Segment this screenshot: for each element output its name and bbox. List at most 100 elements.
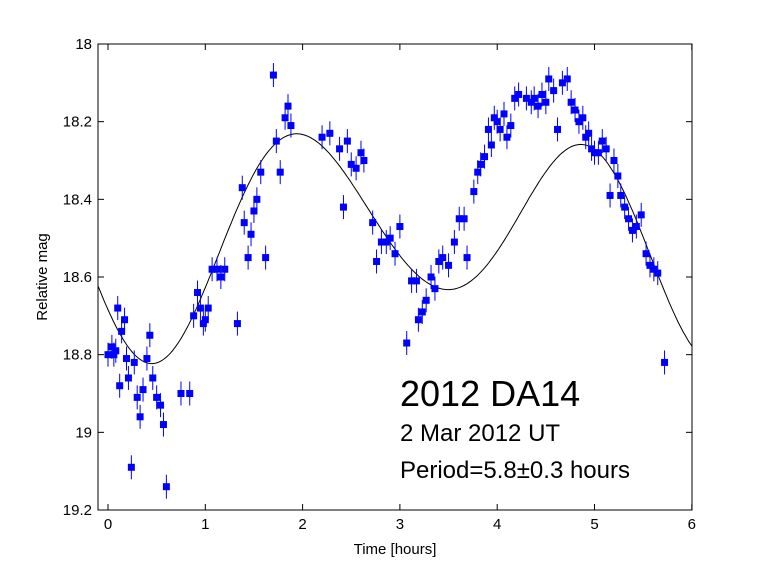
annotation-date: 2 Mar 2012 UT — [400, 420, 561, 447]
data-point — [625, 215, 633, 223]
data-point — [617, 191, 625, 199]
data-point — [139, 386, 147, 394]
data-point — [422, 296, 430, 304]
data-point — [610, 157, 618, 164]
data-point — [114, 304, 122, 312]
data-point — [632, 223, 640, 231]
data-point — [431, 285, 439, 293]
data-point — [213, 265, 221, 273]
data-point — [650, 265, 658, 273]
data-point — [602, 145, 610, 153]
data-point — [357, 149, 365, 157]
data-point — [122, 355, 130, 363]
x-tick-label: 3 — [396, 516, 404, 533]
data-point — [427, 273, 435, 281]
data-point — [143, 355, 151, 363]
data-point — [244, 254, 252, 262]
data-point — [343, 137, 351, 145]
data-point — [284, 102, 292, 110]
data-point — [276, 168, 284, 176]
data-point — [199, 320, 207, 328]
data-point — [146, 331, 154, 339]
data-point — [661, 358, 669, 366]
data-point — [598, 137, 606, 145]
x-tick-label: 5 — [590, 516, 598, 533]
data-point — [511, 94, 519, 102]
data-point — [391, 250, 399, 258]
data-point — [474, 168, 482, 176]
data-point — [493, 118, 501, 126]
data-point — [233, 320, 241, 328]
data-point — [450, 238, 458, 246]
data-point — [563, 75, 571, 83]
data-point — [118, 327, 126, 335]
data-point — [104, 351, 112, 359]
data-point — [654, 269, 662, 277]
data-point — [591, 149, 598, 157]
x-tick-label: 1 — [201, 516, 209, 533]
data-point — [522, 94, 530, 102]
y-tick-label: 18.2 — [63, 114, 92, 131]
x-tick-label: 6 — [688, 516, 696, 533]
data-point — [377, 238, 385, 246]
data-point — [262, 254, 270, 262]
data-point — [460, 215, 468, 223]
data-point — [490, 114, 498, 122]
data-point — [194, 289, 202, 297]
data-point — [162, 483, 170, 491]
data-point — [108, 343, 116, 351]
data-point — [530, 94, 538, 102]
data-point — [336, 145, 344, 153]
data-point — [186, 390, 194, 397]
data-point — [585, 129, 593, 137]
annotation-period: Period=5.8±0.3 hours — [400, 457, 630, 484]
data-point — [217, 273, 225, 281]
data-point — [157, 401, 165, 409]
data-point — [124, 374, 132, 382]
data-point — [637, 211, 645, 219]
data-point — [567, 98, 575, 106]
data-point — [253, 195, 261, 203]
x-axis-label: Time [hours] — [354, 541, 437, 558]
data-point — [257, 168, 265, 176]
data-point — [527, 98, 535, 106]
data-point — [116, 382, 124, 390]
data-point — [646, 261, 654, 269]
data-point — [614, 172, 622, 180]
data-point — [386, 234, 394, 242]
data-point — [136, 413, 144, 421]
data-point — [196, 304, 204, 312]
data-point — [110, 351, 118, 359]
data-point — [500, 110, 508, 118]
x-tick-label: 2 — [298, 516, 306, 533]
data-point — [373, 257, 381, 265]
data-point — [538, 90, 546, 98]
data-point — [534, 102, 542, 110]
data-point — [396, 223, 404, 231]
data-point — [382, 238, 390, 246]
data-point — [190, 312, 198, 320]
data-point — [487, 141, 495, 149]
data-point — [455, 215, 463, 223]
data-point — [414, 316, 422, 324]
data-point — [347, 160, 355, 168]
data-point — [439, 254, 447, 262]
data-point — [445, 261, 453, 269]
data-point — [204, 304, 212, 312]
data-point — [208, 265, 216, 273]
data-point — [571, 106, 579, 114]
data-point — [477, 160, 485, 168]
y-tick-label: 18.4 — [63, 191, 92, 208]
data-point — [606, 191, 614, 199]
y-tick-label: 18.8 — [63, 347, 92, 364]
annotation-object-name: 2012 DA14 — [400, 373, 581, 414]
data-point — [149, 374, 157, 382]
data-point — [558, 79, 566, 87]
data-point — [470, 188, 478, 196]
y-tick-label: 19 — [75, 424, 92, 441]
data-point — [484, 125, 492, 133]
data-point — [133, 393, 141, 401]
data-point — [507, 122, 515, 130]
data-point — [250, 207, 258, 215]
